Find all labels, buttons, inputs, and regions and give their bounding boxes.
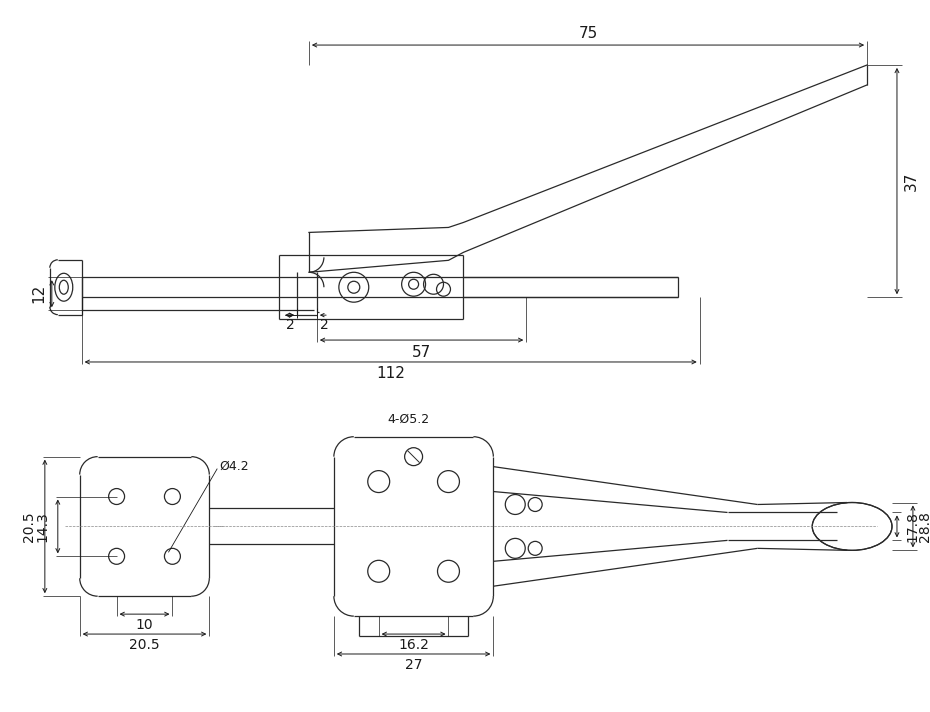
Text: 27: 27 [405,658,422,672]
Text: 17.8: 17.8 [906,511,920,542]
Text: 12: 12 [32,284,46,303]
Text: 14.3: 14.3 [36,511,50,542]
Text: 2: 2 [286,318,295,332]
Text: 2: 2 [320,318,328,332]
Text: 4-Ø5.2: 4-Ø5.2 [388,412,430,425]
Text: 10: 10 [136,618,153,632]
Text: 16.2: 16.2 [398,638,429,652]
Text: 28.8: 28.8 [918,511,930,542]
Text: 112: 112 [377,367,405,382]
Text: 75: 75 [578,26,598,41]
Text: 57: 57 [412,345,432,360]
Text: 20.5: 20.5 [22,511,36,542]
Text: Ø4.2: Ø4.2 [219,460,249,473]
Text: 20.5: 20.5 [129,638,160,652]
Text: 37: 37 [903,172,919,191]
